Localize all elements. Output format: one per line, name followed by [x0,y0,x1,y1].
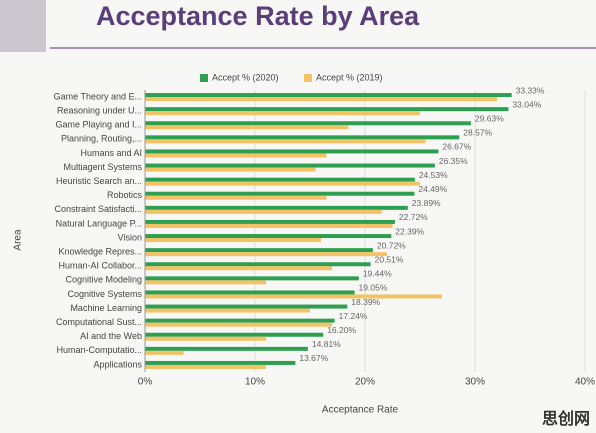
bar [145,360,296,365]
bar [145,308,310,313]
bar [145,280,266,285]
legend-swatch [304,74,312,82]
value-label: 20.51% [375,255,404,265]
bar [145,276,359,281]
value-label: 33.04% [512,99,541,109]
value-label: 19.44% [363,269,392,279]
value-label: 24.49% [418,184,447,194]
legend-swatch [200,74,208,82]
bar [145,107,509,112]
value-label: 20.72% [377,240,406,250]
y-tick-label: Applications [93,359,142,369]
bar [145,195,327,200]
x-tick-label: 20% [355,377,375,388]
value-label: 22.39% [395,226,424,236]
bar [145,163,435,168]
bar [145,223,393,228]
value-label: 14.81% [312,339,341,349]
bar [145,205,408,210]
value-label: 17.24% [339,311,368,321]
value-label: 19.05% [359,283,388,293]
value-label: 13.67% [299,353,328,363]
x-axis-label: Acceptance Rate [322,405,399,416]
watermark: 思创网 [542,409,590,428]
bar [145,304,348,309]
bar [145,238,321,243]
bar [145,332,324,337]
y-tick-label: Cognitive Modeling [65,275,142,285]
x-tick-label: 30% [465,377,485,388]
y-tick-label: Reasoning under U... [57,106,142,116]
bar [145,294,442,299]
bar [145,181,420,186]
y-tick-label: Human-AI Collabor... [58,261,142,271]
y-tick-label: Machine Learning [70,303,142,313]
value-label: 22.72% [399,212,428,222]
bar [145,93,512,98]
value-label: 26.67% [442,142,471,152]
bar [145,290,355,295]
bar [145,219,395,224]
y-tick-label: Multiagent Systems [63,162,142,172]
y-tick-label: Knowledge Repres... [58,247,142,257]
legend-label: Accept % (2020) [212,72,279,82]
y-tick-label: Planning, Routing,... [61,134,142,144]
y-tick-label: Game Playing and I... [55,120,142,130]
bar [145,364,266,369]
bar [145,149,439,154]
x-tick-label: 40% [575,377,595,388]
chart-title: Acceptance Rate by Area [96,1,420,31]
bar [145,191,415,196]
bar [145,167,316,172]
y-tick-label: Natural Language P... [56,218,142,228]
bar [145,318,335,323]
value-label: 28.57% [463,128,492,138]
x-tick-label: 10% [245,377,265,388]
y-tick-label: Game Theory and E... [54,91,142,101]
y-tick-label: Cognitive Systems [67,289,142,299]
x-tick-label: 0% [138,377,153,388]
y-tick-label: Vision [118,232,142,242]
bar [145,111,420,116]
value-label: 24.53% [419,170,448,180]
bar [145,248,373,253]
bar [145,336,266,341]
bar [145,121,471,126]
y-tick-label: Robotics [107,190,143,200]
y-tick-label: Human-Computatio... [56,345,142,355]
bar [145,153,327,158]
bar [145,139,426,144]
y-tick-label: Humans and AI [80,148,142,158]
bar [145,125,349,130]
bar [145,177,415,182]
bar [145,346,308,351]
value-label: 18.39% [351,297,380,307]
y-tick-label: Constraint Satisfacti... [54,204,142,214]
y-tick-label: Heuristic Search an... [56,176,142,186]
bar [145,266,332,271]
value-label: 16.20% [327,325,356,335]
value-label: 33.33% [516,85,545,95]
value-label: 23.89% [412,198,441,208]
value-label: 29.63% [475,114,504,124]
bar [145,97,497,102]
value-label: 26.35% [439,156,468,166]
y-axis-label: Area [13,229,24,251]
y-tick-label: Computational Sust... [56,317,142,327]
y-tick-label: AI and the Web [80,331,142,341]
bar [145,234,392,239]
bar [145,350,184,355]
bar [145,209,382,214]
bar [145,252,387,257]
bar [145,262,371,267]
bar [145,135,460,140]
bar [145,322,332,327]
legend-label: Accept % (2019) [316,72,383,82]
logo [0,0,46,52]
